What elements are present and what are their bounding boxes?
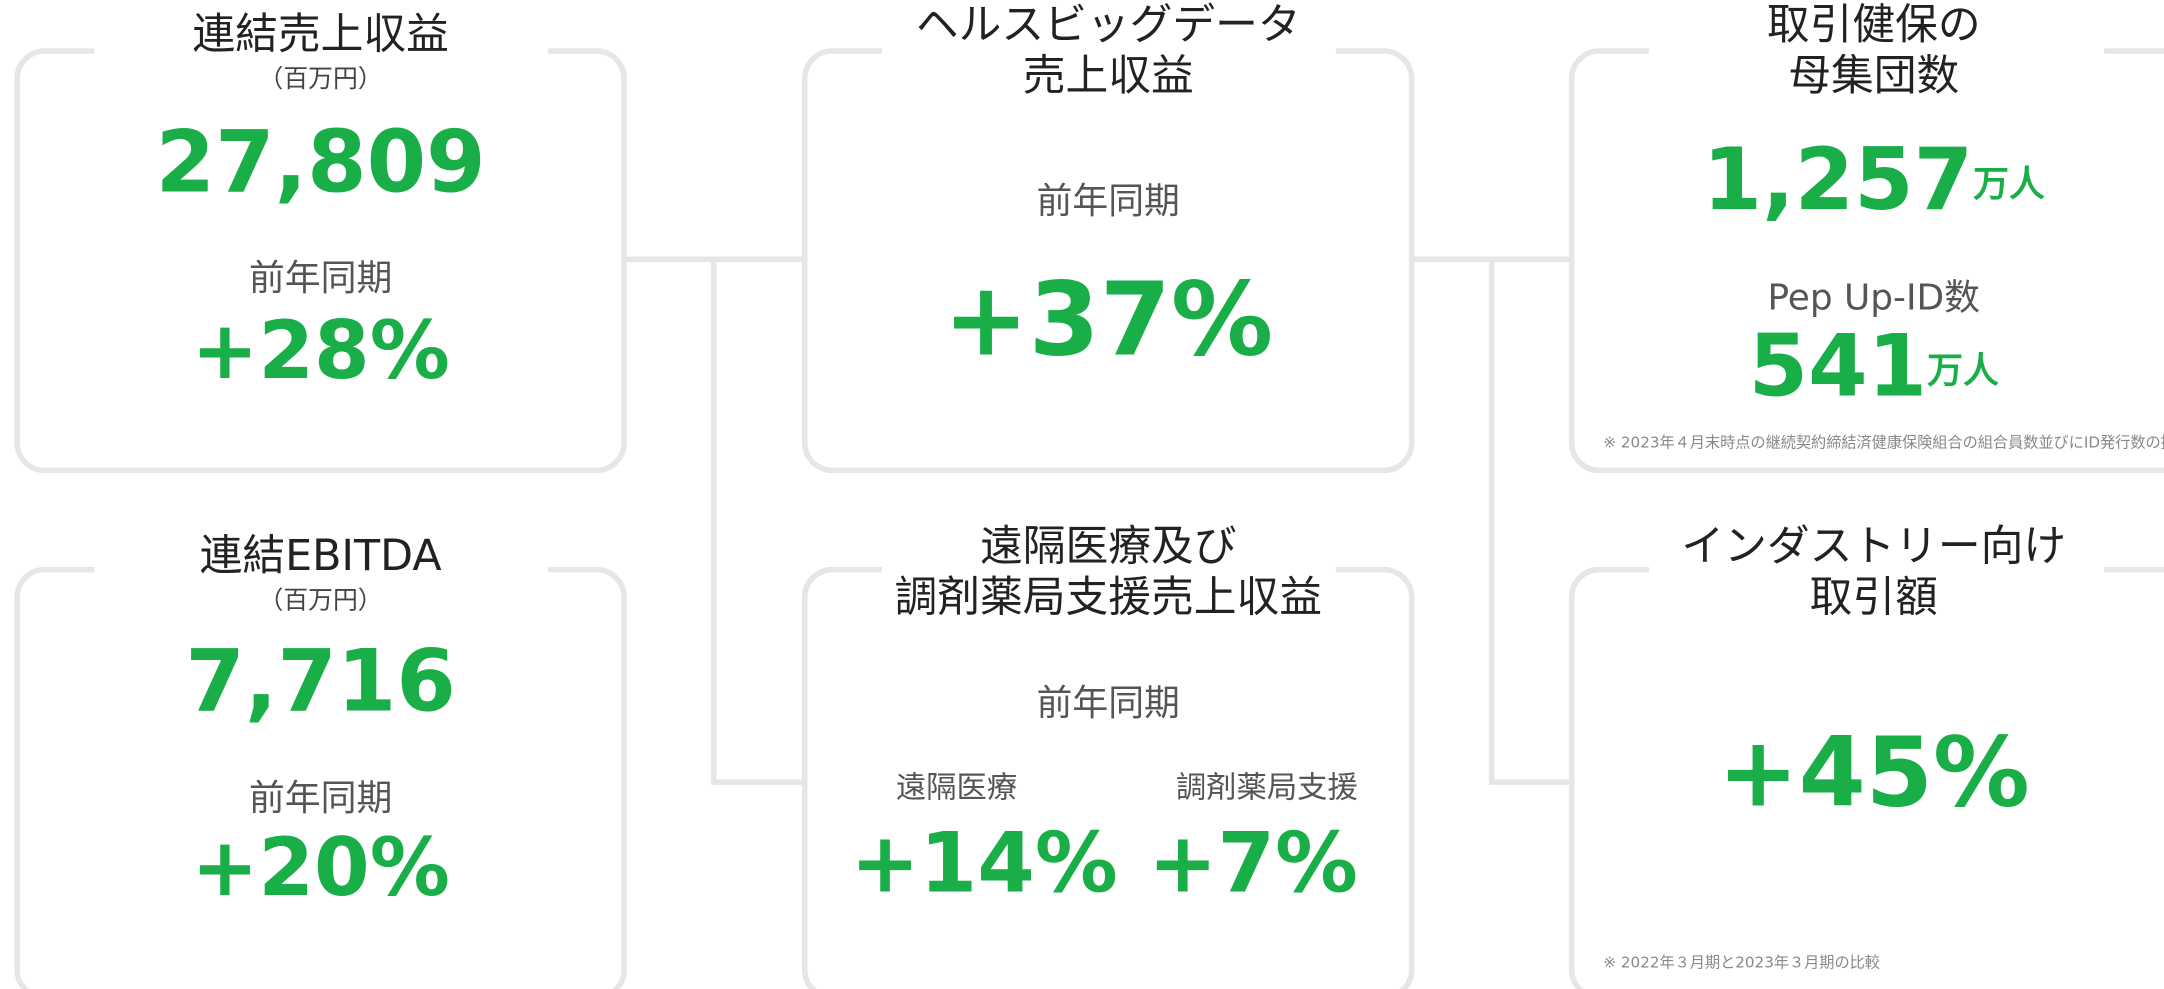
title-gap: [1648, 560, 2105, 580]
item-label: 調剤薬局支援: [1176, 770, 1358, 805]
card-change: +28%: [191, 304, 450, 397]
card-label: 前年同期: [1036, 181, 1179, 222]
card-value: 1,257万人: [1703, 132, 2045, 231]
card-label: 前年同期: [249, 778, 392, 819]
footnote: ※ 2022年３月期と2023年３月期の比較: [1603, 953, 1880, 971]
connector: [1411, 256, 1572, 785]
card-label: 前年同期: [1036, 683, 1179, 724]
card-title: 取引健保の: [1767, 0, 1981, 50]
card-value: 7,716: [185, 632, 456, 731]
connector: [624, 256, 805, 785]
title-gap: [94, 560, 549, 580]
card-unit: （百万円）: [259, 64, 383, 93]
card-change: +20%: [191, 821, 450, 914]
item-change: +7%: [1148, 814, 1358, 911]
card-title: 連結売上収益: [192, 10, 449, 60]
card-label: 前年同期: [249, 258, 392, 299]
title-gap: [94, 41, 549, 61]
unit: 万人: [1973, 164, 2045, 205]
value: 1,257: [1703, 132, 1974, 231]
value: 541: [1749, 318, 1928, 417]
title-gap: [881, 41, 1336, 61]
card-value: 27,809: [156, 114, 486, 213]
title-gap: [881, 560, 1336, 580]
item-label: 遠隔医療: [896, 770, 1017, 805]
card-value: 541万人: [1749, 318, 1999, 417]
card-label: Pep Up-ID数: [1767, 277, 1980, 318]
card-unit: （百万円）: [259, 585, 383, 614]
card-title: 取引額: [1810, 573, 1938, 623]
card-title: 調剤薬局支援売上収益: [894, 573, 1322, 623]
card-title: 遠隔医療及び: [980, 521, 1237, 571]
card-title: 売上収益: [1023, 51, 1194, 101]
card-title: ヘルスビッグデータ: [916, 0, 1301, 50]
unit: 万人: [1927, 350, 1999, 391]
card-title: 連結EBITDA: [200, 531, 442, 581]
card-change: +37%: [943, 261, 1273, 380]
footnote: ※ 2023年４月末時点の継続契約締結済健康保険組合の組合員数並びにID発行数の…: [1603, 433, 2164, 451]
card-title: 母集団数: [1788, 51, 1959, 101]
item-change: +14%: [850, 814, 1117, 911]
card-title: インダストリー向け: [1681, 521, 2066, 571]
card-change: +45%: [1718, 716, 2030, 829]
title-gap: [1648, 41, 2105, 61]
